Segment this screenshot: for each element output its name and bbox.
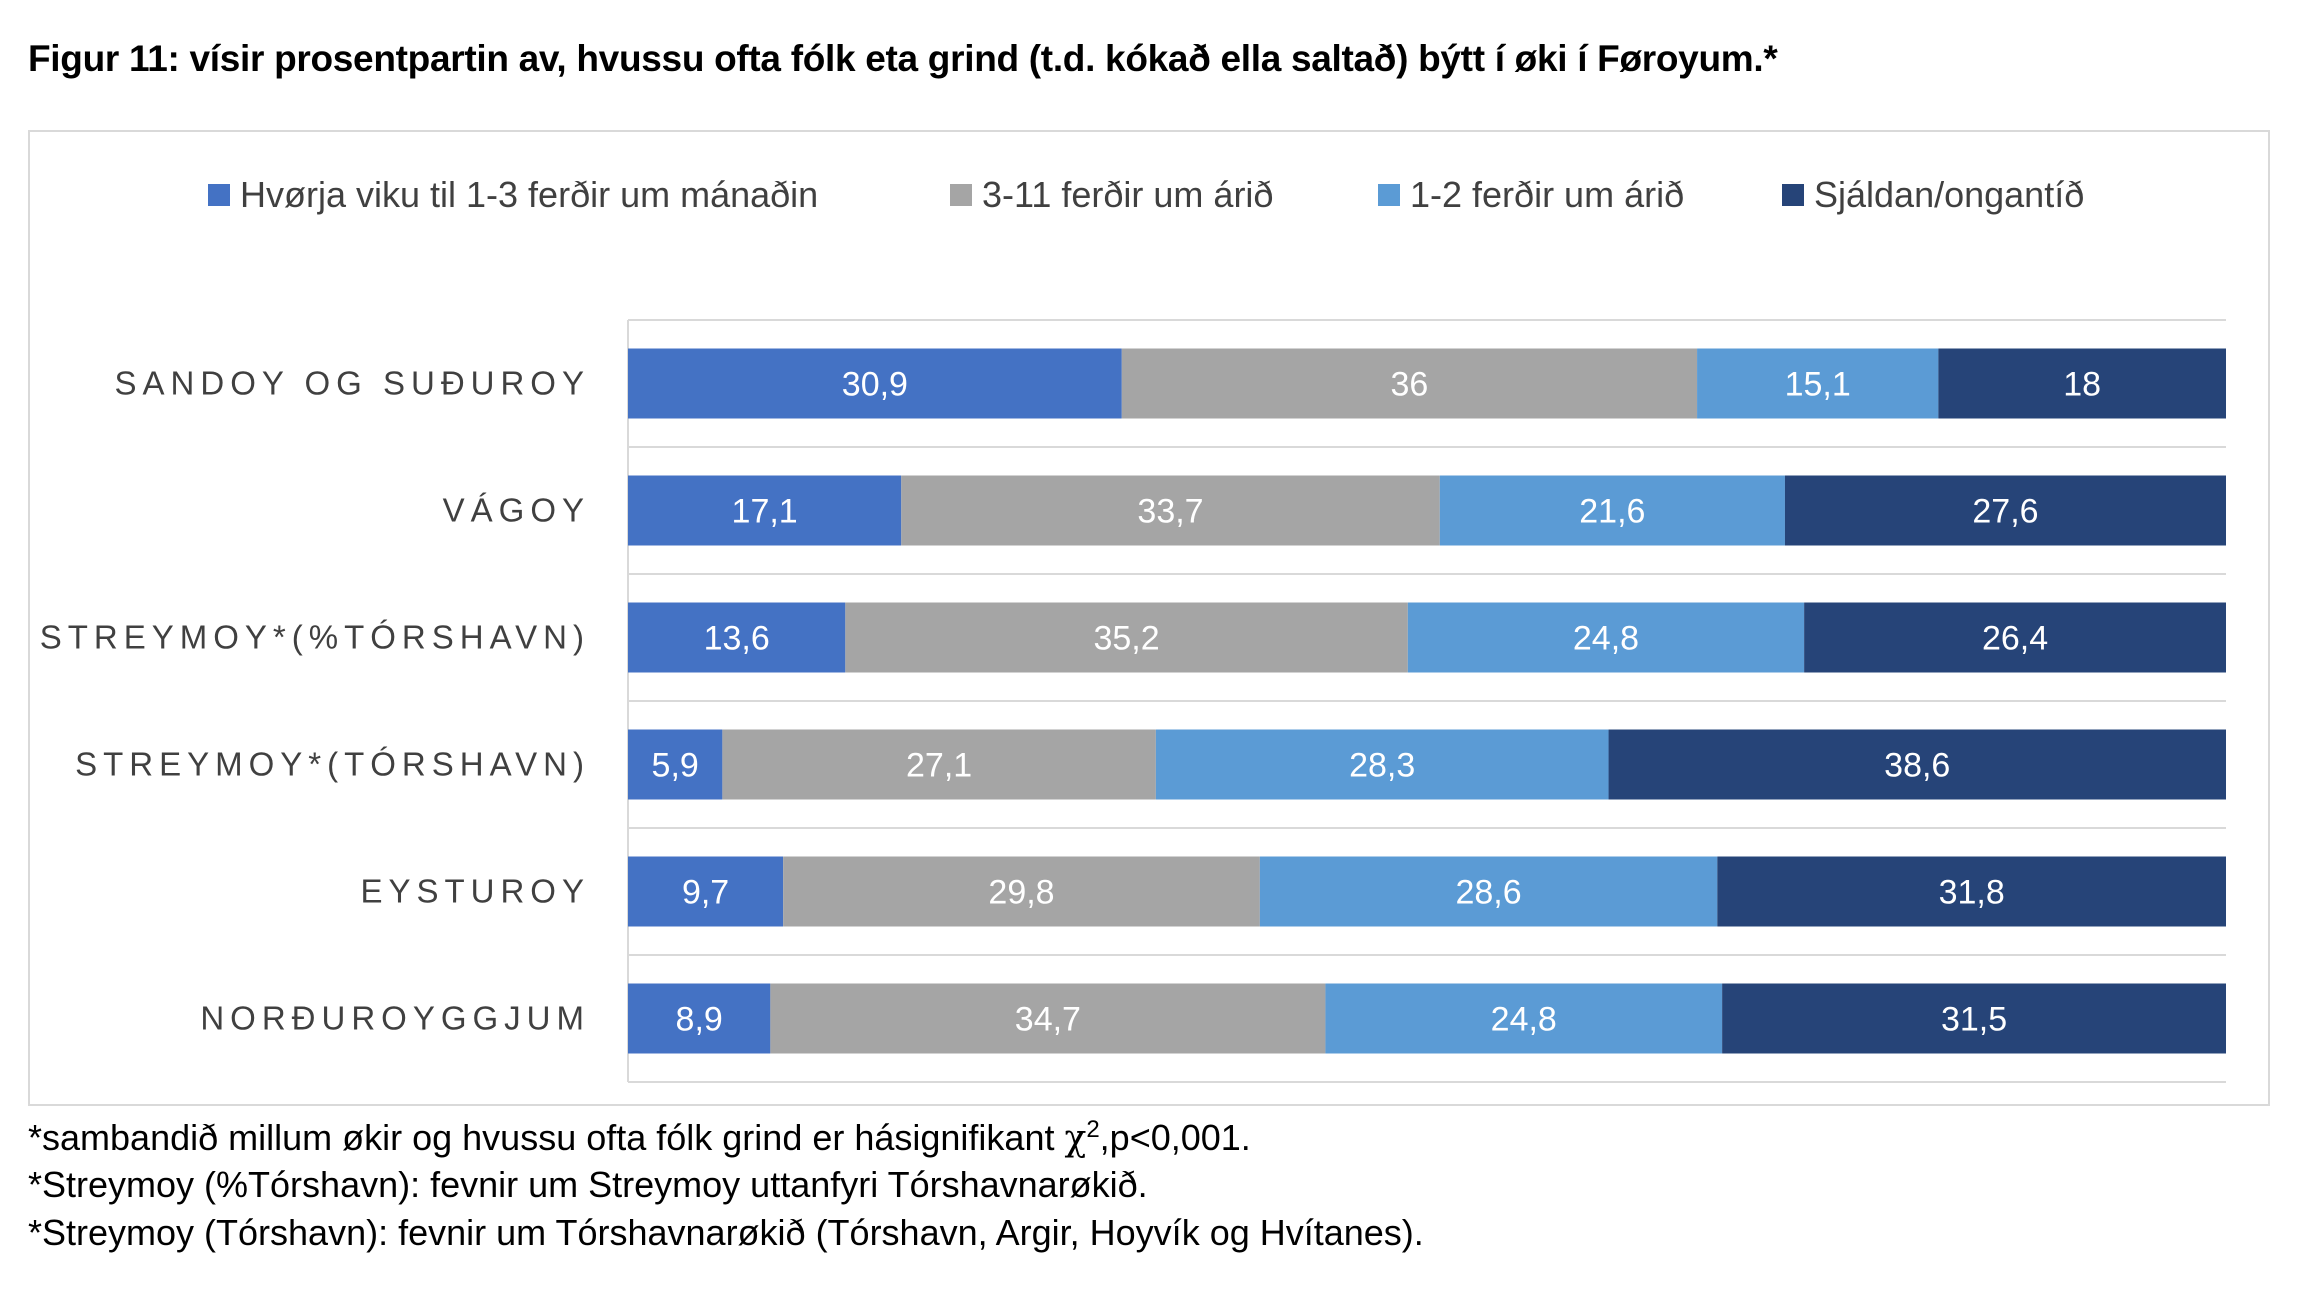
data-label: 17,1 [732,493,798,531]
data-label: 27,6 [1972,493,2038,531]
bar-segment [1722,983,2226,1054]
footnote-significance-text: *sambandið millum økir og hvussu ofta fó… [28,1117,1065,1158]
data-label: 9,7 [682,874,729,912]
stacked-bar-chart: Hvørja viku til 1-3 ferðir um mánaðin 3-1… [40,174,2226,1083]
data-label: 15,1 [1785,366,1851,404]
legend-label: Hvørja viku til 1-3 ferðir um mánaðin [240,174,818,215]
category-label: STREYMOY*(TÓRSHAVN) [75,746,590,783]
chi-symbol: χ [1064,1118,1087,1159]
footnote-streymoy-excl: *Streymoy (%Tórshavn): fevnir um Streymo… [28,1164,1148,1205]
legend-swatch [208,184,230,206]
bar-segment [783,856,1260,927]
bar-segment [1608,729,2226,800]
legend-label: Sjáldan/ongantíð [1814,174,2084,215]
data-label: 31,5 [1941,1001,2007,1039]
category-label: VÁGOY [443,492,590,529]
chi-superscript: 2 [1086,1116,1100,1143]
data-label: 26,4 [1982,620,2048,658]
legend-swatch [1782,184,1804,206]
data-label: 8,9 [676,1001,723,1039]
p-value-text: ,p<0,001. [1099,1117,1251,1158]
chart-area: Hvørja viku til 1-3 ferðir um mánaðin 3-1… [28,130,2270,1106]
data-label: 21,6 [1579,493,1645,531]
data-label: 29,8 [988,874,1054,912]
bar-segment [628,856,784,927]
bar-segment [1717,856,2226,927]
gridlines [627,319,2226,1083]
bar-segment [1407,602,1805,673]
data-label: 28,6 [1455,874,1521,912]
bar-segment [628,348,1122,419]
legend-swatch [950,184,972,206]
data-label: 13,6 [704,620,770,658]
data-label: 33,7 [1137,493,1203,531]
category-label: STREYMOY*(%TÓRSHAVN) [40,619,590,656]
bar-segment [1804,602,2226,673]
data-label: 18 [2063,366,2101,404]
footnote-significance: *sambandið millum økir og hvussu ofta fó… [28,1116,1251,1159]
bar-segment [628,729,723,800]
bar-segment [1439,475,1785,546]
legend-label: 1-2 ferðir um árið [1410,174,1684,215]
data-label: 30,9 [842,366,908,404]
category-label: SANDOY OG SUÐUROY [115,365,590,402]
bar-segment [1325,983,1723,1054]
bar-segment [1784,475,2226,546]
legend: Hvørja viku til 1-3 ferðir um mánaðin 3-1… [208,174,2084,215]
data-label: 38,6 [1884,747,1950,785]
category-label: NORÐUROYGGJUM [200,1000,590,1037]
figure-title: Figur 11: vísir prosentpartin av, hvussu… [28,38,1778,79]
data-label: 28,3 [1349,747,1415,785]
bar-segment [1697,348,1939,419]
bar-segment [628,602,846,673]
data-label: 35,2 [1093,620,1159,658]
category-label: EYSTUROY [360,873,590,910]
bar-segment [770,983,1326,1054]
data-label: 34,7 [1015,1001,1081,1039]
bar-segment [1259,856,1718,927]
data-label: 24,8 [1573,620,1639,658]
data-label: 31,8 [1939,874,2005,912]
bar-segment [628,983,771,1054]
bar-segment [1121,348,1698,419]
bar-segment [845,602,1408,673]
category-labels: SANDOY OG SUÐUROY VÁGOY STREYMOY*(%TÓRSHAV… [40,365,590,1037]
data-label: 27,1 [906,747,972,785]
bar-segment [1155,729,1609,800]
bar-segment [628,475,902,546]
bar-segment [901,475,1440,546]
data-label: 5,9 [652,747,699,785]
data-label: 36 [1391,366,1429,404]
footnote-streymoy-incl: *Streymoy (Tórshavn): fevnir um Tórshavn… [28,1212,1424,1253]
data-label: 24,8 [1491,1001,1557,1039]
bars: 30,9 36 15,1 18 17,1 33,7 21,6 27,6 13,6 35,2 24,8… [628,348,2226,1054]
bar-segment [1938,348,2226,419]
bar-segment [722,729,1156,800]
legend-swatch [1378,184,1400,206]
legend-label: 3-11 ferðir um árið [982,174,1273,215]
